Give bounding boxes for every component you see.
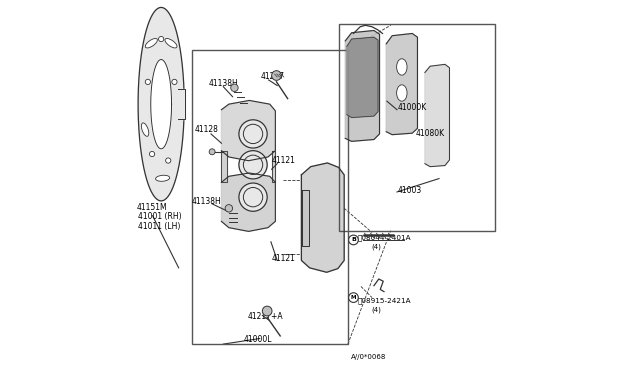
Text: Ⓞ08915-2421A: Ⓞ08915-2421A — [357, 297, 411, 304]
Polygon shape — [347, 37, 378, 118]
Text: 41138H: 41138H — [191, 197, 221, 206]
Bar — [191, 50, 348, 344]
Text: 41080K: 41080K — [416, 129, 445, 138]
Circle shape — [172, 79, 177, 84]
Bar — [339, 24, 495, 231]
Circle shape — [239, 120, 267, 148]
Text: 41011 (LH): 41011 (LH) — [138, 222, 181, 231]
Ellipse shape — [141, 123, 148, 136]
Polygon shape — [221, 151, 227, 182]
Circle shape — [349, 293, 358, 302]
Ellipse shape — [156, 175, 170, 181]
Text: (4): (4) — [371, 243, 381, 250]
Polygon shape — [386, 33, 417, 135]
Text: 41003: 41003 — [397, 186, 422, 195]
Circle shape — [231, 84, 238, 92]
Text: 41001 (RH): 41001 (RH) — [138, 212, 182, 221]
Text: 41138H: 41138H — [209, 79, 238, 88]
Circle shape — [166, 158, 171, 163]
Circle shape — [271, 71, 282, 80]
Text: 41000L: 41000L — [244, 335, 272, 344]
Polygon shape — [221, 100, 275, 161]
Text: Ⓓ08044-2401A: Ⓓ08044-2401A — [357, 234, 411, 241]
Text: B: B — [351, 237, 356, 243]
Text: 41121: 41121 — [271, 254, 296, 263]
Text: 41151M: 41151M — [137, 203, 168, 212]
Ellipse shape — [397, 59, 407, 75]
Polygon shape — [301, 163, 344, 272]
Text: 41217: 41217 — [260, 72, 285, 81]
Polygon shape — [221, 173, 275, 231]
Ellipse shape — [165, 38, 177, 48]
Circle shape — [262, 306, 272, 316]
Polygon shape — [346, 31, 380, 141]
Polygon shape — [138, 7, 184, 201]
Text: M: M — [351, 295, 356, 300]
Polygon shape — [302, 190, 309, 246]
Circle shape — [150, 151, 155, 157]
Text: A//0*0068: A//0*0068 — [351, 354, 386, 360]
Text: 41128: 41128 — [195, 125, 218, 134]
Polygon shape — [425, 64, 449, 167]
Ellipse shape — [145, 38, 157, 48]
Circle shape — [145, 79, 150, 84]
Circle shape — [209, 149, 215, 155]
Text: (4): (4) — [371, 306, 381, 313]
Circle shape — [239, 151, 267, 179]
Text: 41121: 41121 — [271, 156, 296, 165]
Circle shape — [239, 183, 267, 211]
Circle shape — [225, 205, 232, 212]
Polygon shape — [151, 60, 172, 149]
Ellipse shape — [397, 85, 407, 101]
Polygon shape — [271, 151, 275, 182]
Circle shape — [349, 235, 358, 245]
Text: 41217+A: 41217+A — [248, 312, 283, 321]
Circle shape — [159, 36, 164, 42]
Text: 41000K: 41000K — [398, 103, 428, 112]
